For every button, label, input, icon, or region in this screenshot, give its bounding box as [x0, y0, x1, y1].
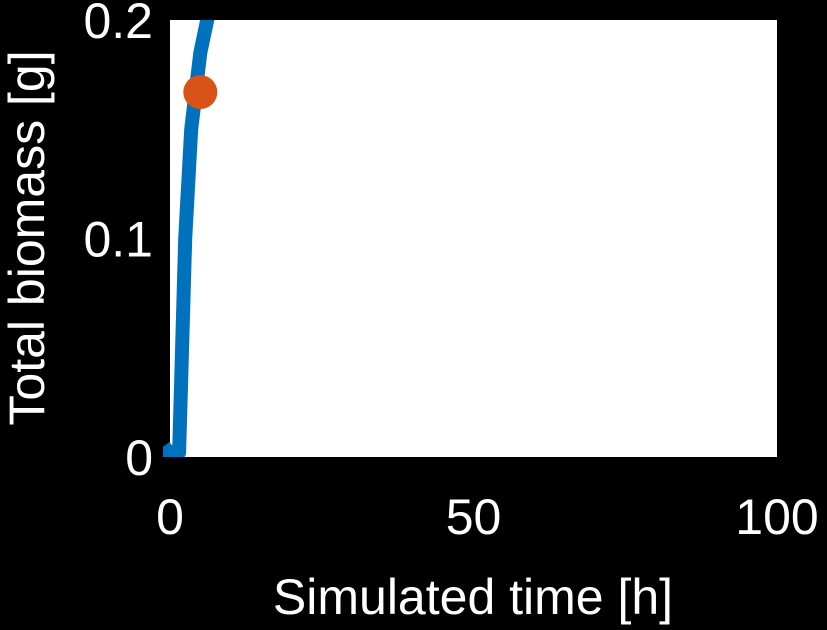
x-tick-label: 0 — [156, 489, 184, 545]
y-axis-label: Total biomass [g] — [0, 50, 55, 425]
series-layer — [163, 20, 215, 457]
x-tick-label: 100 — [735, 489, 818, 545]
current-point-marker — [183, 75, 218, 110]
y-tick-label: 0.2 — [83, 0, 153, 49]
y-tick-labels: 0 0.1 0.2 — [83, 0, 153, 486]
plot-area — [170, 20, 777, 457]
x-axis-label: Simulated time [h] — [273, 569, 673, 625]
series-line-0 — [163, 20, 215, 457]
x-tick-labels: 0 50 100 — [156, 489, 819, 545]
marker-layer — [183, 75, 218, 110]
y-tick-label: 0 — [125, 430, 153, 486]
x-tick-label: 50 — [446, 489, 502, 545]
y-tick-label: 0.1 — [83, 212, 153, 268]
